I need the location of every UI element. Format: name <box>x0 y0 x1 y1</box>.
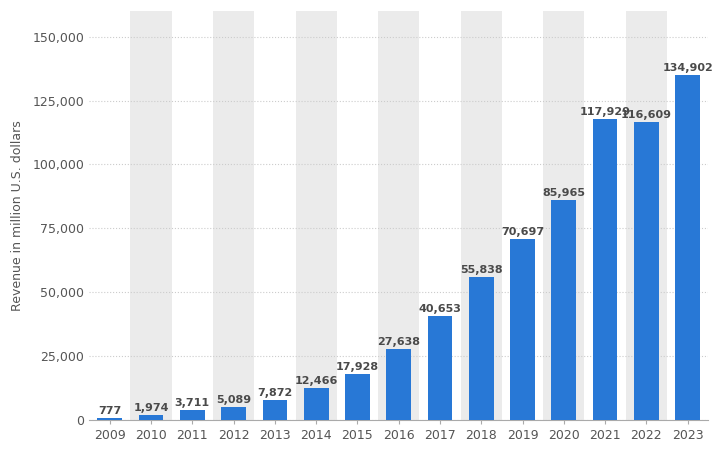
Bar <box>295 11 337 420</box>
Bar <box>460 11 502 420</box>
Bar <box>180 410 205 420</box>
Text: 7,872: 7,872 <box>257 388 293 398</box>
Bar <box>675 75 700 420</box>
Bar <box>263 400 287 420</box>
Bar <box>469 277 494 420</box>
Bar <box>552 200 576 420</box>
Bar <box>97 418 122 420</box>
Text: 3,711: 3,711 <box>175 398 210 408</box>
Bar <box>139 415 163 420</box>
Text: 55,838: 55,838 <box>460 265 502 275</box>
Bar <box>221 407 246 420</box>
Bar <box>172 11 213 420</box>
Bar <box>634 122 658 420</box>
Text: 1,974: 1,974 <box>134 403 169 413</box>
Text: 777: 777 <box>98 406 121 416</box>
Bar <box>543 11 584 420</box>
Bar <box>420 11 460 420</box>
Bar <box>584 11 626 420</box>
Text: 40,653: 40,653 <box>419 304 462 314</box>
Bar <box>386 349 411 420</box>
Bar <box>378 11 420 420</box>
Text: 12,466: 12,466 <box>295 376 338 386</box>
Bar <box>510 239 535 420</box>
Bar <box>213 11 254 420</box>
Y-axis label: Revenue in million U.S. dollars: Revenue in million U.S. dollars <box>11 120 24 311</box>
Text: 17,928: 17,928 <box>336 362 379 372</box>
Bar <box>303 388 329 420</box>
Bar <box>428 316 452 420</box>
Text: 70,697: 70,697 <box>501 227 544 237</box>
Text: 85,965: 85,965 <box>542 188 585 198</box>
Text: 117,929: 117,929 <box>579 106 631 116</box>
Bar <box>131 11 172 420</box>
Bar <box>626 11 667 420</box>
Bar <box>592 119 618 420</box>
Bar <box>337 11 378 420</box>
Bar <box>667 11 709 420</box>
Bar <box>254 11 295 420</box>
Text: 27,638: 27,638 <box>378 337 420 347</box>
Text: 116,609: 116,609 <box>621 110 672 120</box>
Bar <box>502 11 543 420</box>
Bar <box>345 374 370 420</box>
Bar <box>89 11 131 420</box>
Text: 5,089: 5,089 <box>216 395 251 405</box>
Text: 134,902: 134,902 <box>662 63 713 73</box>
